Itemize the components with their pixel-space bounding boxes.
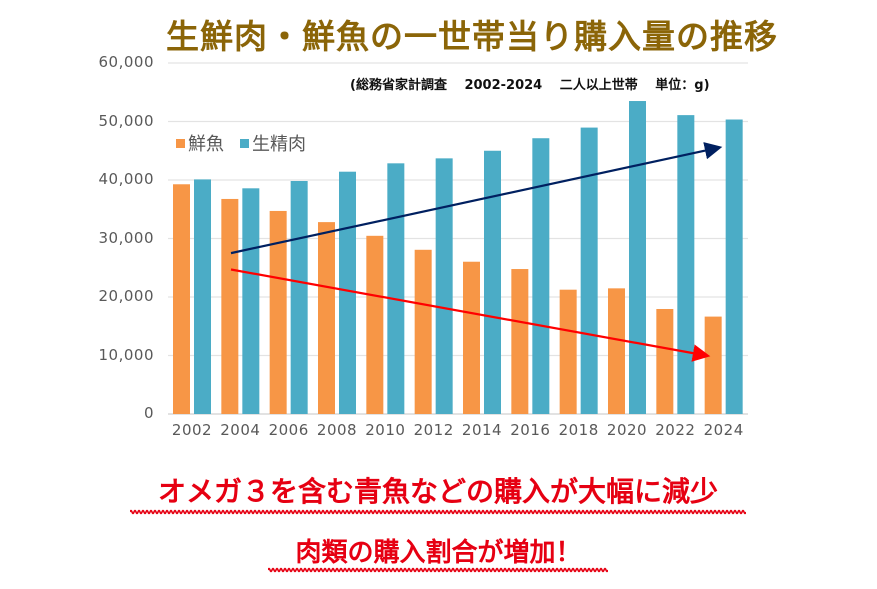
bar-meat (194, 179, 211, 414)
bar-meat (339, 171, 356, 414)
bar-meat (387, 163, 405, 414)
chart-title: 生鮮肉・鮮魚の一世帯当り購入量の推移 (160, 14, 777, 60)
x-tick-label: 2012 (413, 421, 454, 439)
bar-fish (656, 308, 674, 414)
y-tick-label: 60,000 (98, 53, 154, 71)
legend-swatch-fish (176, 138, 185, 148)
y-tick-label: 40,000 (98, 170, 154, 188)
bar-meat (484, 150, 501, 414)
wavy-underline-1 (130, 509, 746, 515)
bar-fish (366, 235, 384, 414)
bar-fish (173, 184, 190, 414)
bar-meat (629, 101, 646, 415)
caption-fish-decrease: オメガ３を含む青魚などの購入が大幅に減少 (157, 475, 718, 508)
bar-fish (559, 289, 577, 414)
bar-fish (463, 261, 480, 414)
x-tick-label: 2018 (558, 421, 599, 439)
source-note: (総務省家計調査 2002-2024 二人以上世帯 単位：g) (350, 78, 710, 93)
bar-fish (318, 222, 335, 414)
fish-trend-arrow (230, 268, 711, 362)
bar-meat (242, 188, 260, 414)
x-tick-label: 2016 (510, 421, 551, 439)
bar-fish (608, 288, 625, 414)
meat-trend-arrow (230, 142, 723, 255)
legend-item-meat: 生精肉 (240, 130, 306, 156)
bar-meat (725, 119, 743, 415)
y-tick-label: 50,000 (98, 111, 154, 130)
y-tick-label: 30,000 (98, 228, 154, 247)
bar-meat (532, 138, 550, 414)
wavy-underline-2 (268, 567, 608, 573)
x-tick-label: 2004 (220, 421, 261, 439)
x-tick-label: 2014 (461, 421, 503, 439)
legend-item-fish: 鮮魚 (176, 130, 224, 156)
x-tick-label: 2008 (316, 421, 358, 439)
y-tick-label: 20,000 (98, 287, 154, 305)
chart-legend: 鮮魚 生精肉 (176, 130, 322, 156)
x-tick-label: 2022 (655, 421, 696, 439)
bar-fish (269, 210, 287, 414)
bar-meat (580, 127, 598, 415)
x-tick-label: 2024 (703, 421, 744, 439)
bar-fish (221, 198, 239, 414)
bar-fish (704, 316, 722, 414)
bar-meat (435, 158, 453, 414)
bar-fish (511, 269, 529, 414)
y-tick-label: 0 (143, 404, 154, 422)
bar-chart (168, 62, 748, 415)
bar-fish (414, 249, 432, 414)
legend-label-fish: 鮮魚 (188, 134, 224, 155)
y-tick-label: 10,000 (98, 345, 154, 364)
x-tick-label: 2020 (606, 421, 648, 439)
bar-meat (290, 180, 308, 414)
x-tick-label: 2006 (268, 421, 309, 439)
x-tick-label: 2010 (365, 421, 406, 439)
bar-meat (677, 115, 695, 414)
x-tick-label: 2002 (171, 421, 213, 439)
chart-title-text: 生鮮肉・鮮魚の一世帯当り購入量の推移 (166, 17, 778, 56)
legend-label-meat: 生精肉 (252, 134, 306, 155)
caption-meat-increase: 肉類の購入割合が増加！ (295, 538, 582, 568)
legend-swatch-meat (240, 138, 249, 148)
